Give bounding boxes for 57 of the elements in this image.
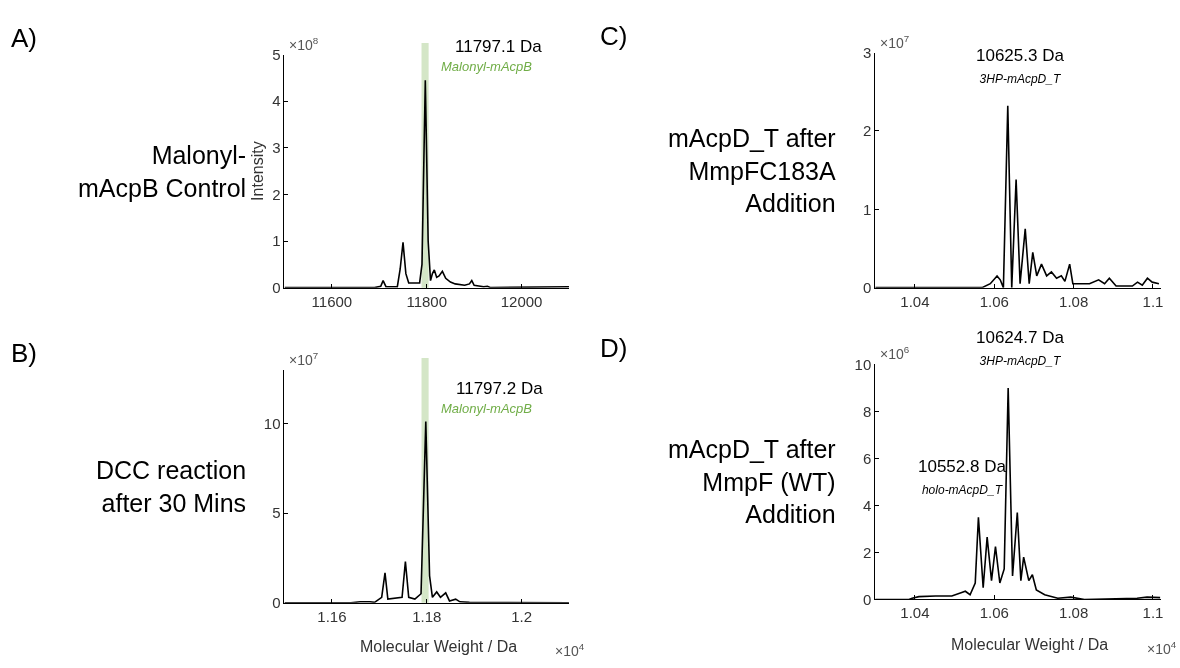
y-tick-label: 10 [263,414,281,432]
y-tick-label: 8 [862,402,872,420]
text: mAcpD_T after MmpFC183A Addition [668,124,836,217]
text: B) [11,338,37,368]
annotation: 10624.7 Da 3HP-mAcpD_T [976,328,1065,369]
y-tick-label: 2 [862,122,872,140]
x-tick-label: 1.06 [979,604,1009,622]
text: ×10$^{7}$ [880,33,910,51]
y-tick-label: 2 [862,543,872,561]
band-label: Malonyl-mAcpB [441,59,533,74]
x-tick-label: 11800 [406,292,448,310]
text: A) [11,23,37,53]
x-tick-label: 1.16 [317,607,347,625]
text: ×10$^{8}$ [289,35,319,53]
y-tick-label: 1 [862,200,872,218]
text: C) [600,21,628,51]
annotation: 11797.1 Da [455,37,543,56]
y-tick-label: 4 [862,496,872,514]
text: ×10$^{7}$ [289,350,319,368]
x-tick-label: 1.1 [1142,292,1164,310]
y-axis-title: Intensity [249,141,267,201]
annotation: 11797.2 Da [456,379,544,398]
y-tick-label: 0 [862,590,872,608]
annotation: 10552.8 Da holo-mAcpD_T [918,457,1007,498]
text: DCC reaction after 30 Mins [96,456,247,517]
x-tick-label: 12000 [500,292,543,310]
x-tick-label: 1.18 [412,607,442,625]
x-tick-label: 1.08 [1059,292,1089,310]
y-tick-label: 2 [272,185,281,203]
x-tick-label: 1.2 [511,607,532,625]
y-tick-label: 10 [854,355,872,373]
text: D) [600,333,628,363]
x-tick-label: 1.08 [1059,604,1089,622]
y-tick-label: 3 [862,43,872,61]
y-tick-label: 0 [272,278,281,296]
annotation: 10625.3 Da 3HP-mAcpD_T [976,46,1065,87]
x-tick-label: 1.04 [900,604,930,622]
y-tick-label: 0 [862,278,872,296]
text: Malonyl- mAcpB Control [78,141,247,202]
y-tick-label: 3 [272,139,281,157]
x-tick-label: 1.04 [900,292,930,310]
y-tick-label: 4 [272,92,281,110]
y-tick-label: 0 [272,593,281,611]
x-axis-title: Molecular Weight / Da [951,636,1109,653]
y-tick-label: 5 [272,45,281,63]
x-tick-label: 11600 [311,292,353,310]
y-tick-label: 5 [272,504,281,522]
y-tick-label: 1 [272,232,281,250]
x-tick-label: 1.1 [1142,604,1164,622]
text: ×10$^{6}$ [880,344,910,362]
y-tick-label: 6 [862,449,872,467]
x-tick-label: 1.06 [979,292,1009,310]
text: ×10$^{4}$ [555,641,585,659]
band-label: Malonyl-mAcpB [441,401,533,416]
text: ×10$^{4}$ [1147,639,1177,657]
x-axis-title: Molecular Weight / Da [360,638,518,655]
text: mAcpD_T after MmpF (WT) Addition [668,435,836,528]
